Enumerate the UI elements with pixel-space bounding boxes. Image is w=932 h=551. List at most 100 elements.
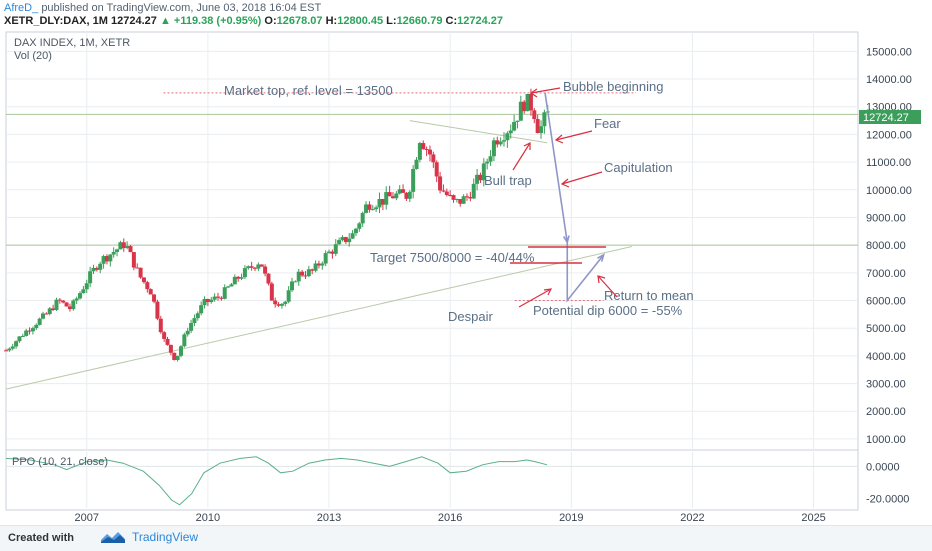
candle-down xyxy=(138,267,143,278)
price-tick-label: 4000.00 xyxy=(866,351,906,363)
candle-up xyxy=(333,244,338,254)
candle-up xyxy=(41,313,46,319)
candle-up xyxy=(485,161,490,164)
candle-up xyxy=(222,287,227,299)
candle-down xyxy=(387,192,392,197)
candle-down xyxy=(128,246,133,253)
candle-up xyxy=(293,281,298,283)
candle-up xyxy=(411,169,416,192)
arrow-despair xyxy=(518,288,552,308)
candle-up xyxy=(54,299,59,311)
candle-down xyxy=(448,194,453,196)
price-tick-label: 10000.00 xyxy=(866,185,912,197)
candle-down xyxy=(67,306,72,310)
candle-down xyxy=(4,350,8,352)
candle-up xyxy=(384,192,389,205)
low-value: 12660.79 xyxy=(396,15,443,27)
long-trendline xyxy=(5,246,632,390)
candle-down xyxy=(431,154,436,163)
candle-down xyxy=(532,110,537,120)
candle-down xyxy=(273,300,278,305)
candle-down xyxy=(141,277,146,283)
candle-up xyxy=(353,228,358,234)
candle-up xyxy=(290,281,295,291)
chart-canvas[interactable]: 1000.00 2000.00 3000.00 4000.00 5000.00 6000.… xyxy=(0,0,932,525)
candle-down xyxy=(421,143,426,150)
candle-up xyxy=(306,269,311,277)
candle-down xyxy=(380,198,385,205)
time-axis[interactable]: 2007 2010 2013 2016 2019 2022 2025 xyxy=(75,512,826,524)
candle-up xyxy=(471,183,476,199)
candle-up xyxy=(377,198,382,208)
candle-down xyxy=(162,332,167,339)
candle-up xyxy=(182,334,187,347)
arrow-bull-trap xyxy=(512,142,531,171)
price-tick-label: 12000.00 xyxy=(866,129,912,141)
candle-up xyxy=(286,290,291,302)
candle-down xyxy=(253,267,258,269)
candle-down xyxy=(401,189,406,193)
price-tick-label: 9000.00 xyxy=(866,212,906,224)
candle-up xyxy=(125,246,130,249)
candle-down xyxy=(458,199,463,204)
candle-up xyxy=(178,346,183,356)
close-value: 12724.27 xyxy=(457,15,504,27)
price-tick-label: 6000.00 xyxy=(866,296,906,308)
price-tick-label: 2000.00 xyxy=(866,406,906,418)
price-axis[interactable]: 1000.00 2000.00 3000.00 4000.00 5000.00 6000.… xyxy=(866,46,912,505)
annotations: Market top, ref. level = 13500 Bubble be… xyxy=(224,79,694,324)
candle-down xyxy=(145,282,150,290)
candle-up xyxy=(17,336,22,342)
candle-up xyxy=(175,355,180,360)
candle-down xyxy=(438,176,443,191)
author-link[interactable]: AfreD_ xyxy=(4,2,39,14)
candle-up xyxy=(115,249,120,252)
time-tick-label: 2007 xyxy=(75,512,99,524)
arrow-return xyxy=(597,275,618,298)
candle-down xyxy=(236,276,241,279)
candle-down xyxy=(104,256,109,262)
ppo-pane-border xyxy=(5,449,859,511)
tradingview-brand[interactable]: TradingView xyxy=(100,530,198,544)
candle-up xyxy=(417,143,422,160)
candle-down xyxy=(219,297,224,299)
last-price: 12724.27 xyxy=(110,15,157,27)
candle-up xyxy=(34,324,39,329)
last-price-badge: 12724.27 xyxy=(859,110,921,124)
candle-up xyxy=(357,223,362,229)
ppo-tick-label: 0.0000 xyxy=(866,461,900,473)
candle-up xyxy=(283,301,288,304)
candle-up xyxy=(512,121,517,131)
publish-info: AfreD_ published on TradingView.com, Jun… xyxy=(4,2,321,14)
candle-down xyxy=(168,344,173,353)
candle-up xyxy=(226,286,231,288)
price-tick-label: 1000.00 xyxy=(866,434,906,446)
candle-up xyxy=(10,346,15,349)
ppo-title: PPO (10, 21, close) xyxy=(12,456,108,468)
candle-down xyxy=(330,251,335,254)
open-label: O: xyxy=(264,15,277,27)
candle-down xyxy=(263,266,268,274)
candle-up xyxy=(101,256,106,264)
candle-up xyxy=(502,140,507,142)
candle-up xyxy=(327,251,332,254)
candle-up xyxy=(37,318,42,325)
candle-down xyxy=(121,242,126,249)
tradingview-label: TradingView xyxy=(132,530,199,544)
candle-up xyxy=(14,341,19,347)
candle-down xyxy=(165,338,170,345)
price-tick-label: 5000.00 xyxy=(866,323,906,335)
candles xyxy=(4,88,550,362)
short-trendline xyxy=(409,120,548,144)
candle-down xyxy=(94,267,99,270)
annotation-target: Target 7500/8000 = -40/44% xyxy=(370,250,535,265)
candle-down xyxy=(51,308,56,311)
projection-arrowhead xyxy=(562,235,570,245)
candle-up xyxy=(296,271,301,282)
candle-down xyxy=(266,273,271,284)
ohlc-legend: XETR_DLY:DAX, 1M 12724.27 ▲ +119.38 (+0.… xyxy=(4,15,503,27)
annotation-market-top: Market top, ref. level = 13500 xyxy=(224,83,393,98)
last-price-badge-text: 12724.27 xyxy=(863,112,909,124)
candle-up xyxy=(246,266,251,269)
candle-up xyxy=(364,204,369,213)
